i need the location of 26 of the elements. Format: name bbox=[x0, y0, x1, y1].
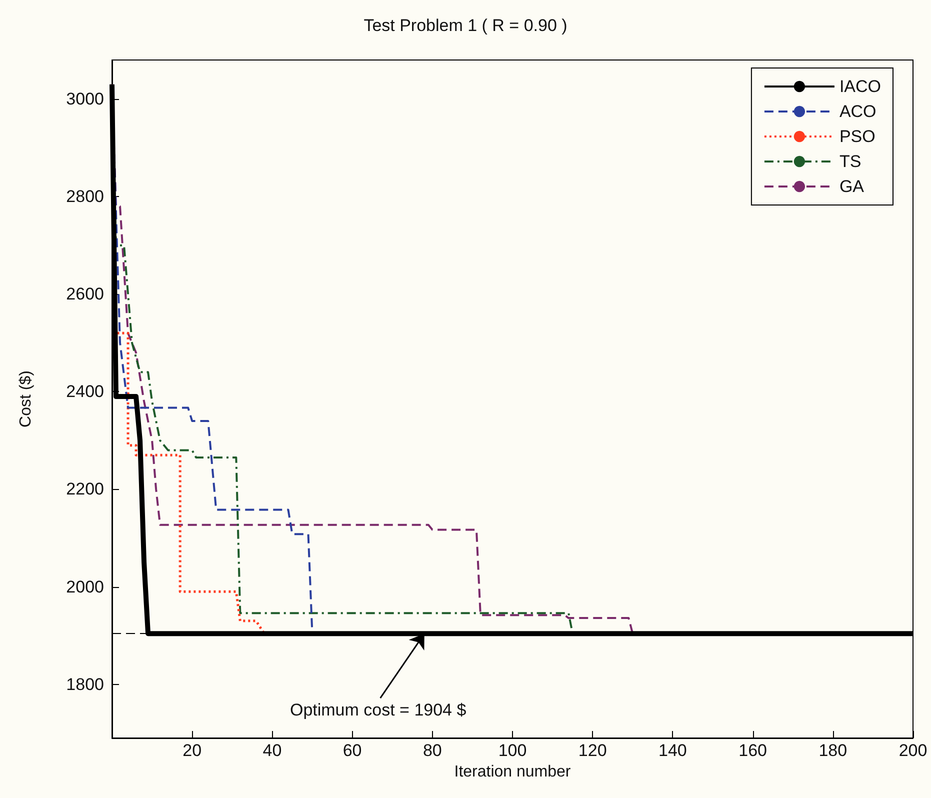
x-tick-label: 200 bbox=[898, 741, 928, 760]
x-tick-label: 180 bbox=[818, 741, 848, 760]
x-axis-title: Iteration number bbox=[454, 763, 572, 780]
y-tick-label: 3000 bbox=[66, 90, 104, 109]
y-tick-label: 2400 bbox=[66, 382, 104, 402]
x-tick-label: 160 bbox=[738, 741, 767, 760]
chart-title: Test Problem 1 ( R = 0.90 ) bbox=[364, 16, 568, 35]
legend-label: PSO bbox=[839, 127, 876, 146]
y-tick-label: 2600 bbox=[66, 284, 104, 304]
x-tick-label: 20 bbox=[182, 741, 202, 760]
x-tick-label: 120 bbox=[578, 741, 607, 760]
x-tick-label: 80 bbox=[422, 741, 442, 760]
legend-label: IACO bbox=[839, 77, 881, 96]
y-tick-label: 2800 bbox=[66, 187, 104, 206]
x-tick-label: 60 bbox=[342, 741, 362, 760]
legend-label: ACO bbox=[839, 102, 876, 121]
legend-label: TS bbox=[839, 152, 862, 171]
legend-label: GA bbox=[839, 177, 865, 196]
x-tick-label: 100 bbox=[498, 741, 527, 760]
annotation: Optimum cost = 1904 $ bbox=[290, 700, 467, 720]
y-tick-label: 1800 bbox=[66, 674, 104, 694]
y-tick-label: 2200 bbox=[66, 480, 104, 499]
x-tick-label: 140 bbox=[658, 741, 687, 760]
y-tick-label: 2000 bbox=[66, 577, 104, 596]
y-axis-title: Cost ($) bbox=[18, 370, 34, 428]
x-tick-label: 40 bbox=[262, 741, 282, 760]
